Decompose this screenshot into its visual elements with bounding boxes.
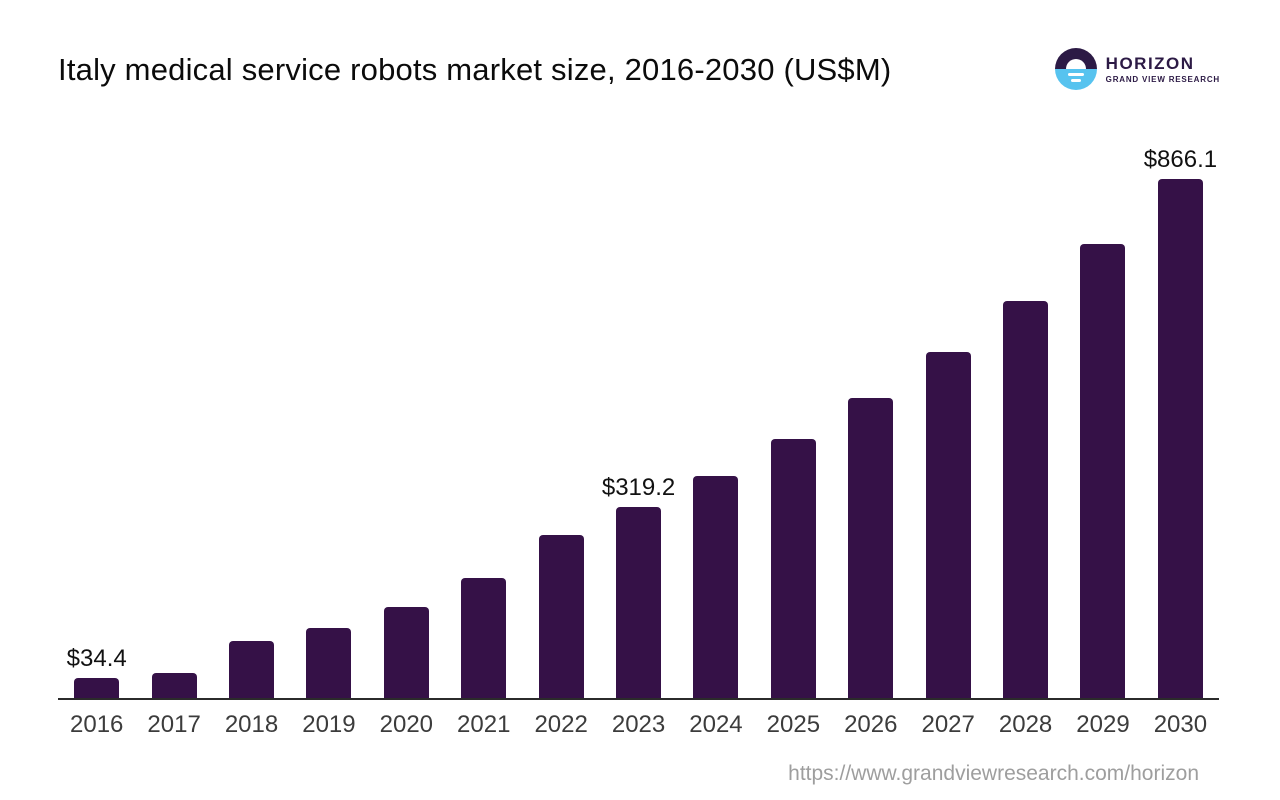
x-tick-2030: 2030 (1153, 711, 1208, 738)
x-tick-2019: 2019 (302, 711, 356, 738)
logo-reflection-dash (1067, 73, 1084, 76)
bar-chart-bars: $34.4 $319.2 $866.1 (58, 140, 1219, 699)
x-axis-labels: 2016 2017 2018 2019 2020 2021 2022 2023 2024 2025… (58, 711, 1219, 739)
bar-chart: $34.4 $319.2 $866.1 (58, 140, 1219, 699)
bar-column-2028 (987, 300, 1064, 699)
x-tick-2016: 2016 (70, 711, 124, 738)
bar-column-2025 (755, 439, 832, 699)
bar-column-2023: $319.2 (600, 474, 677, 699)
x-tick-2026: 2026 (844, 711, 898, 738)
bar-2019 (306, 628, 352, 699)
x-tick-2018: 2018 (224, 711, 279, 738)
bar-column-2022 (522, 535, 599, 699)
horizon-logo: HORIZON GRAND VIEW RESEARCH (1054, 48, 1220, 90)
bar-2030 (1157, 179, 1203, 699)
bar-2020 (383, 607, 429, 699)
bar-2027 (925, 352, 971, 699)
bar-2025 (770, 439, 816, 699)
bar-column-2016: $34.4 (58, 644, 135, 699)
x-tick-2029: 2029 (1076, 711, 1130, 738)
x-tick-2020: 2020 (379, 711, 434, 738)
bar-2028 (1003, 300, 1049, 699)
bar-2017 (151, 673, 197, 699)
bar-column-2021 (445, 578, 522, 699)
data-label-2023: $319.2 (601, 474, 676, 502)
footer-url: https://www.grandviewresearch.com/horizo… (788, 762, 1199, 785)
x-tick-2023: 2023 (611, 711, 666, 738)
bar-2026 (848, 398, 894, 699)
data-label-2030: $866.1 (1143, 145, 1218, 173)
bar-column-2024 (677, 475, 754, 699)
x-tick-2022: 2022 (534, 711, 588, 738)
logo-sun-dome (1065, 59, 1086, 69)
bar-2024 (693, 475, 739, 699)
bar-2023 (616, 507, 662, 699)
logo-brand-subtitle: GRAND VIEW RESEARCH (1105, 74, 1220, 84)
x-axis-line (58, 698, 1219, 700)
bar-column-2018 (213, 641, 290, 699)
bar-2029 (1080, 243, 1126, 699)
x-tick-2021: 2021 (457, 711, 511, 738)
x-tick-2017: 2017 (147, 711, 201, 738)
bar-column-2029 (1064, 243, 1141, 699)
x-tick-2027: 2027 (921, 711, 975, 738)
bar-column-2026 (832, 398, 909, 699)
bar-2022 (538, 535, 584, 699)
logo-text: HORIZON GRAND VIEW RESEARCH (1106, 55, 1220, 84)
data-label-2016: $34.4 (66, 644, 127, 672)
x-tick-2024: 2024 (689, 711, 743, 738)
bar-column-2017 (135, 673, 212, 699)
bar-column-2027 (909, 352, 986, 699)
bar-2021 (461, 578, 507, 699)
logo-brand-name: HORIZON (1105, 53, 1195, 73)
bar-column-2030: $866.1 (1142, 145, 1219, 699)
bar-2018 (229, 641, 275, 699)
horizon-logo-icon (1054, 48, 1097, 90)
x-tick-2025: 2025 (766, 711, 821, 738)
logo-reflection-dash (1070, 79, 1081, 82)
bar-2016 (74, 678, 120, 699)
x-tick-2028: 2028 (998, 711, 1053, 738)
bar-column-2019 (290, 628, 367, 699)
chart-title: Italy medical service robots market size… (58, 52, 892, 87)
bar-column-2020 (368, 607, 445, 699)
